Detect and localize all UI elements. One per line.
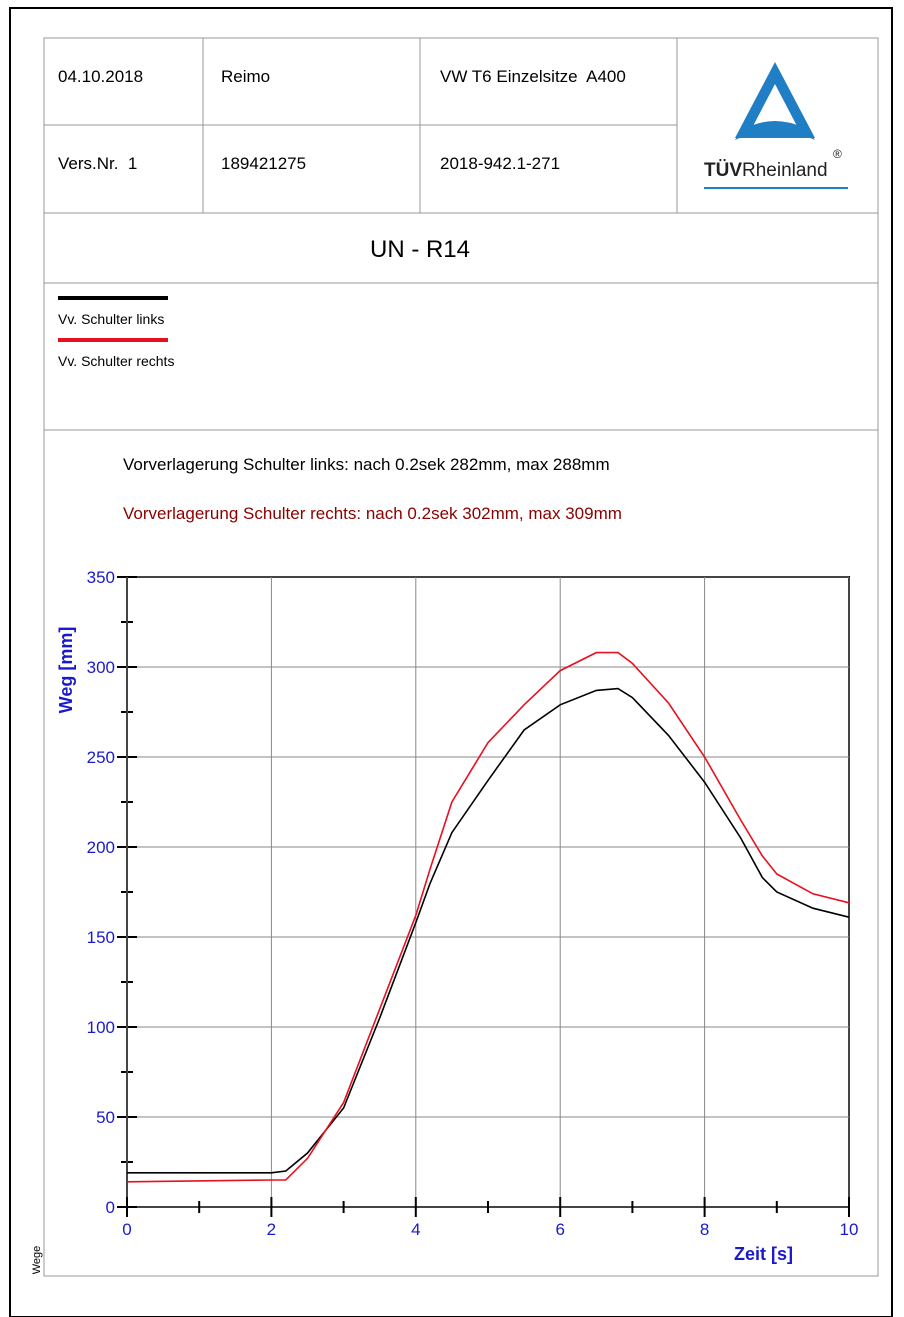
plot-area [126,576,850,1208]
y-axis-label: Weg [mm] [56,627,76,714]
logo-mark: ® [833,147,842,161]
y-tick-label: 300 [87,658,115,677]
legend-label: Vv. Schulter links [58,311,164,327]
legend-label: Vv. Schulter rechts [58,353,174,369]
y-tick-label: 0 [106,1198,115,1217]
series-line [127,687,850,1174]
x-tick-label: 6 [555,1220,564,1239]
header-lines [44,38,878,431]
header-cell: 04.10.2018 [58,67,143,86]
y-tick-label: 350 [87,568,115,587]
header-cell: 2018-942.1-271 [440,154,560,173]
header-cell: VW T6 Einzelsitze A400 [440,67,626,86]
header-cell: Vers.Nr. 1 [58,154,137,173]
y-tick-label: 100 [87,1018,115,1037]
logo-text: TÜVRheinland [704,160,828,181]
x-tick-label: 4 [411,1220,420,1239]
annotation: Vorverlagerung Schulter links: nach 0.2s… [123,455,610,474]
x-tick-label: 10 [840,1220,859,1239]
header-cell: Reimo [221,67,270,86]
x-axis-label: Zeit [s] [734,1244,793,1264]
logo-name: Rheinland [742,160,828,181]
logo-bold: TÜV [704,160,742,181]
annotation: Vorverlagerung Schulter rechts: nach 0.2… [123,504,622,523]
x-tick-label: 2 [267,1220,276,1239]
header-cell: 189421275 [221,154,306,173]
y-tick-label: 200 [87,838,115,857]
footer: Wege [31,1246,43,1275]
page-border [9,7,893,1317]
title: UN - R14 [370,236,470,263]
frame [43,37,879,1277]
x-tick-label: 8 [700,1220,709,1239]
y-tick-label: 150 [87,928,115,947]
y-tick-label: 250 [87,748,115,767]
y-tick-label: 50 [96,1108,115,1127]
logo: TÜVRheinland ® [704,62,848,189]
series-line [126,651,850,1183]
x-tick-label: 0 [122,1220,131,1239]
